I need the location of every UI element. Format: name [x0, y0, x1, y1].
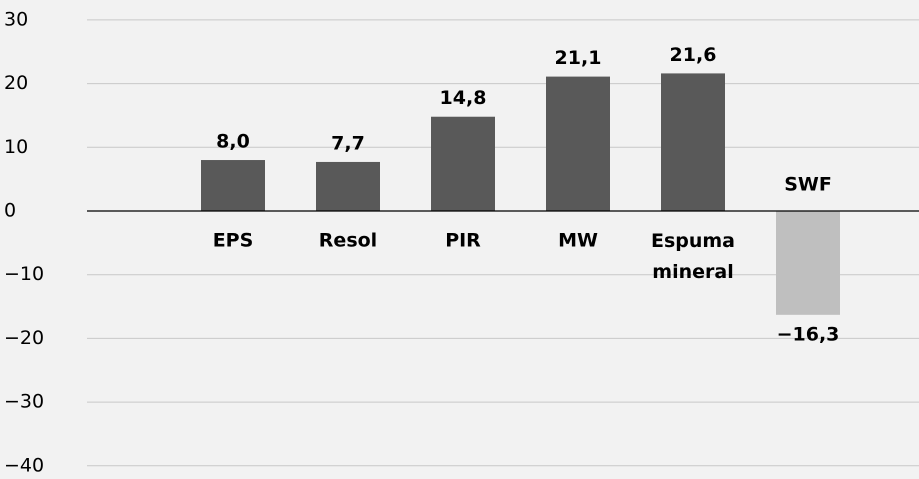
data-label: 8,0 [216, 131, 250, 153]
data-label: 21,1 [555, 47, 602, 69]
bar [546, 76, 610, 211]
bar [201, 160, 265, 211]
bar [316, 161, 380, 211]
y-tick-label: 10 [4, 136, 28, 158]
data-label: −16,3 [777, 323, 840, 345]
y-tick-label: 30 [4, 8, 28, 30]
x-tick-label: Espuma mineral [651, 230, 735, 283]
x-tick-label: PIR [445, 230, 481, 252]
bar [661, 73, 725, 212]
x-tick-label: MW [558, 230, 598, 252]
y-tick-label: 20 [4, 72, 28, 94]
x-tick-label: Resol [319, 230, 377, 252]
x-tick-label: SWF [784, 174, 832, 196]
y-tick-label: 0 [4, 200, 16, 222]
y-tick-label: −30 [4, 391, 44, 413]
y-tick-label: −10 [4, 263, 44, 285]
bar [431, 116, 495, 211]
data-label: 14,8 [440, 87, 487, 109]
y-tick-label: −40 [4, 454, 44, 476]
y-tick-label: −20 [4, 327, 44, 349]
data-label: 7,7 [331, 132, 365, 154]
bar [776, 211, 840, 315]
data-label: 21,6 [670, 44, 717, 66]
x-tick-label: EPS [213, 230, 254, 252]
